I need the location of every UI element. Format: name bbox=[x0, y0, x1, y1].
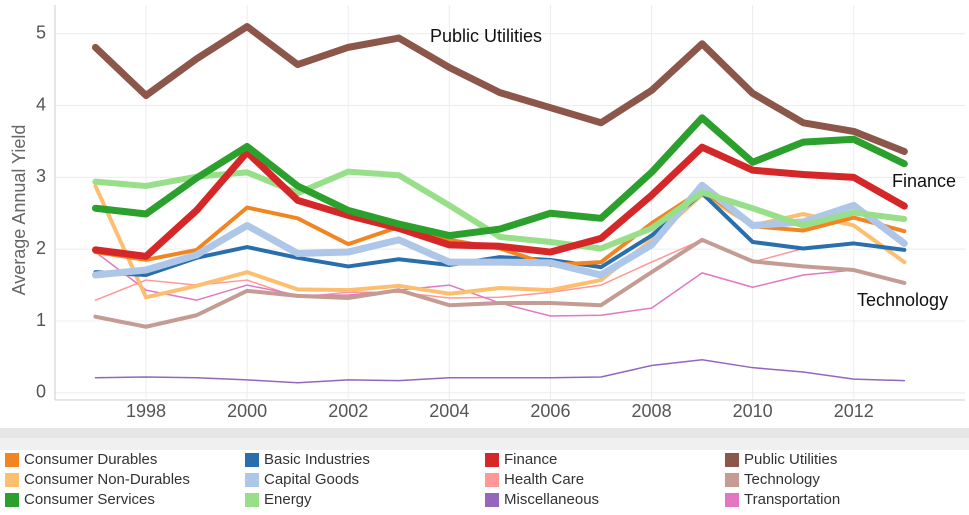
series-line bbox=[91, 114, 908, 240]
legend-label: Miscellaneous bbox=[504, 491, 599, 508]
legend-label: Technology bbox=[744, 471, 820, 488]
x-tick-label: 2012 bbox=[834, 401, 874, 421]
legend-label: Health Care bbox=[504, 471, 584, 488]
annotation: Finance bbox=[892, 171, 956, 191]
legend-swatch bbox=[5, 473, 19, 487]
y-tick-label: 1 bbox=[36, 310, 46, 330]
x-tick-label: 2010 bbox=[733, 401, 773, 421]
legend-swatch bbox=[725, 453, 739, 467]
x-tick-label: 2004 bbox=[429, 401, 469, 421]
legend-label: Consumer Services bbox=[24, 491, 155, 508]
series-line bbox=[91, 143, 908, 260]
legend-swatch bbox=[5, 453, 19, 467]
annotation: Technology bbox=[857, 290, 948, 310]
legend-label: Consumer Durables bbox=[24, 451, 157, 468]
legend-label: Consumer Non-Durables bbox=[24, 471, 190, 488]
legend-swatch bbox=[485, 473, 499, 487]
legend-label: Energy bbox=[264, 491, 312, 508]
series-line bbox=[94, 251, 855, 317]
legend-label: Capital Goods bbox=[264, 471, 359, 488]
y-axis-label: Average Annual Yield bbox=[9, 125, 29, 296]
legend-label: Finance bbox=[504, 451, 557, 468]
annotation: Public Utilities bbox=[430, 26, 542, 46]
x-tick-label: 2002 bbox=[328, 401, 368, 421]
series-line bbox=[91, 181, 908, 279]
y-tick-label: 2 bbox=[36, 238, 46, 258]
legend-swatch bbox=[245, 473, 259, 487]
legend-swatch bbox=[725, 473, 739, 487]
legend-swatch bbox=[485, 453, 499, 467]
y-tick-label: 5 bbox=[36, 22, 46, 42]
legend-swatch bbox=[725, 493, 739, 507]
legend-divider bbox=[0, 428, 969, 438]
legend-swatch bbox=[245, 453, 259, 467]
series-line bbox=[93, 237, 907, 329]
legend-label: Basic Industries bbox=[264, 451, 370, 468]
y-tick-label: 3 bbox=[36, 166, 46, 186]
series-line bbox=[91, 23, 908, 156]
legend-label: Transportation bbox=[744, 491, 840, 508]
x-tick-label: 2000 bbox=[227, 401, 267, 421]
x-tick-label: 1998 bbox=[126, 401, 166, 421]
legend-label: Public Utilities bbox=[744, 451, 837, 468]
y-tick-label: 0 bbox=[36, 382, 46, 402]
legend-swatch bbox=[5, 493, 19, 507]
x-tick-label: 2006 bbox=[530, 401, 570, 421]
y-tick-label: 4 bbox=[36, 94, 46, 114]
legend-header bbox=[0, 438, 969, 450]
legend-swatch bbox=[245, 493, 259, 507]
legend-swatch bbox=[485, 493, 499, 507]
series-line bbox=[93, 191, 907, 278]
series-line bbox=[94, 359, 906, 384]
x-tick-label: 2008 bbox=[632, 401, 672, 421]
